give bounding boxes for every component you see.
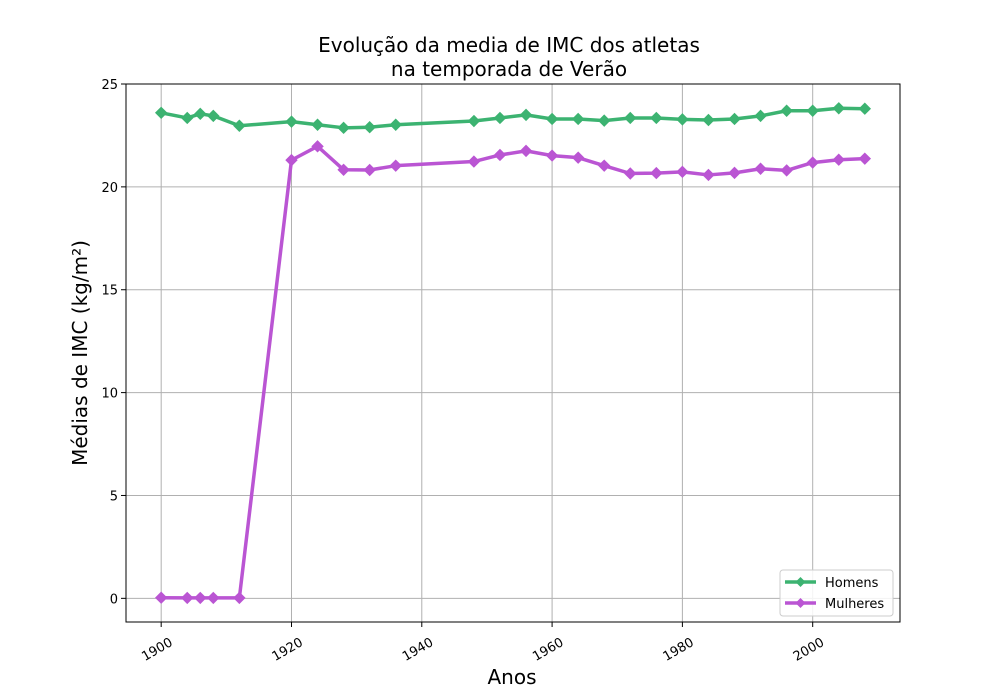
data-point-mulheres: [389, 159, 402, 172]
y-axis-label: Médias de IMC (kg/m²): [68, 240, 92, 466]
data-point-homens: [285, 115, 298, 128]
y-tick-label: 25: [101, 78, 118, 93]
data-point-homens: [519, 108, 533, 122]
data-point-mulheres: [754, 162, 767, 175]
legend-label-homens: Homens: [825, 576, 879, 591]
x-tick-label: 1960: [530, 635, 566, 665]
chart-title-line-2: na temporada de Verão: [391, 57, 627, 81]
data-point-mulheres: [285, 153, 298, 167]
data-point-mulheres: [493, 148, 507, 162]
data-point-mulheres: [832, 153, 845, 166]
data-point-mulheres: [598, 159, 611, 172]
data-point-homens: [624, 111, 637, 125]
y-tick-label: 20: [101, 181, 118, 196]
data-point-homens: [571, 112, 585, 126]
data-point-mulheres: [154, 591, 168, 604]
chart-title-line-1: Evolução da media de IMC dos atletas: [318, 33, 700, 57]
data-point-mulheres: [702, 168, 715, 182]
data-point-mulheres: [233, 591, 246, 605]
data-point-mulheres: [545, 149, 559, 162]
data-point-homens: [181, 111, 194, 125]
data-point-homens: [233, 119, 246, 132]
legend-label-mulheres: Mulheres: [825, 597, 884, 612]
data-point-mulheres: [806, 156, 819, 169]
data-point-mulheres: [181, 591, 194, 605]
data-point-mulheres: [207, 591, 220, 605]
data-point-mulheres: [311, 140, 324, 153]
data-point-mulheres: [519, 144, 533, 158]
ticks-layer: 1900 1920 1940 1960 1980 2000 0 5 10 15 20 25: [101, 78, 827, 665]
data-point-homens: [337, 121, 350, 135]
y-tick-label: 15: [101, 284, 118, 299]
data-point-mulheres: [337, 163, 350, 176]
data-point-homens: [650, 111, 663, 125]
data-point-homens: [598, 114, 611, 127]
data-point-mulheres: [780, 164, 793, 177]
plot-frame: [125, 83, 901, 623]
data-point-mulheres: [676, 165, 689, 179]
data-point-homens: [389, 118, 402, 131]
x-tick-label: 1980: [661, 635, 697, 665]
data-point-mulheres: [571, 151, 585, 164]
data-point-homens: [754, 109, 767, 123]
data-point-homens: [493, 111, 507, 125]
series-layer: [154, 102, 872, 605]
data-point-homens: [194, 107, 207, 121]
x-tick-label: 1900: [139, 635, 175, 665]
data-point-homens: [702, 113, 715, 127]
x-tick-label: 2000: [791, 635, 827, 665]
x-axis-label: Anos: [487, 665, 536, 689]
data-point-homens: [728, 112, 741, 126]
data-point-homens: [545, 112, 559, 126]
data-point-mulheres: [650, 166, 663, 180]
data-point-homens: [858, 102, 872, 115]
y-tick-label: 5: [110, 489, 118, 504]
data-point-homens: [467, 114, 481, 128]
data-point-mulheres: [858, 152, 872, 165]
data-point-homens: [154, 106, 168, 120]
data-point-mulheres: [624, 167, 637, 180]
legend-marker-homens: [795, 577, 806, 587]
data-point-homens: [806, 104, 819, 117]
y-tick-label: 0: [110, 592, 118, 607]
legend-marker-mulheres: [795, 598, 806, 608]
data-point-homens: [832, 102, 845, 115]
data-point-homens: [311, 118, 324, 131]
data-point-mulheres: [194, 591, 207, 605]
data-point-mulheres: [467, 155, 481, 168]
data-point-homens: [207, 109, 220, 123]
data-point-homens: [676, 113, 689, 126]
data-point-mulheres: [728, 166, 741, 180]
data-point-mulheres: [363, 163, 376, 177]
x-tick-label: 1940: [400, 635, 436, 665]
x-tick-label: 1920: [270, 635, 306, 665]
series-line-mulheres: [159, 144, 867, 600]
legend: Homens Mulheres: [779, 569, 894, 617]
data-point-homens: [780, 104, 793, 117]
grid-layer: [126, 83, 900, 622]
y-tick-label: 10: [101, 387, 118, 402]
data-point-homens: [363, 120, 376, 134]
